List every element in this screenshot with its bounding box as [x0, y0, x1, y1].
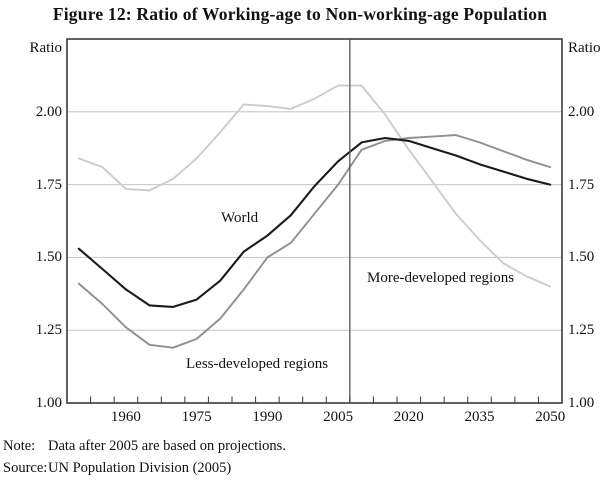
x-tick-label-2050: 2050 [535, 409, 566, 425]
y-tick-label-right-1.00: 1.00 [568, 395, 595, 411]
note-label: Note: [3, 438, 36, 454]
series-line-more-developed-regions [77, 84, 552, 288]
chart-note: Note: Data after 2005 are based on projec… [3, 438, 286, 455]
series-label-more-developed: More-developed regions [367, 270, 515, 286]
y-tick-label-right-1.50: 1.50 [568, 249, 595, 266]
series-line-less-developed-regions [77, 134, 552, 349]
x-tick-label-1960: 1960 [110, 409, 141, 425]
series-label-world: World [221, 210, 259, 226]
source-label: Source: [3, 460, 48, 476]
series-line-world [77, 136, 552, 308]
y-tick-label-right-2.00: 2.00 [568, 103, 595, 120]
x-tick-label-2020: 2020 [393, 409, 424, 425]
x-tick-label-2035: 2035 [464, 409, 495, 425]
source-text: UN Population Division (2005) [48, 460, 232, 476]
y-tick-label-left-1.25: 1.25 [35, 322, 62, 339]
y-tick-label-right-1.75: 1.75 [568, 176, 595, 193]
x-tick-label-1975: 1975 [181, 409, 212, 425]
plot-frame [66, 38, 563, 404]
y-tick-label-left-2.00: 2.00 [35, 103, 62, 120]
y-axis-unit-left: Ratio [29, 40, 63, 56]
figure-title: Figure 12: Ratio of Working-age to Non-w… [52, 4, 548, 24]
y-tick-label-right-1.25: 1.25 [568, 322, 595, 339]
y-tick-label-left-1.50: 1.50 [35, 249, 62, 266]
chart-source: Source:UN Population Division (2005) [3, 460, 231, 477]
y-tick-label-left-1.00: 1.00 [35, 395, 62, 411]
x-tick-label-1990: 1990 [252, 409, 283, 425]
note-text: Data after 2005 are based on projections… [48, 438, 286, 454]
x-tick-label-2005: 2005 [323, 409, 354, 425]
series-label-less-developed: Less-developed regions [186, 356, 329, 372]
y-tick-label-left-1.75: 1.75 [35, 176, 62, 193]
y-axis-unit-right: Ratio [568, 40, 600, 56]
